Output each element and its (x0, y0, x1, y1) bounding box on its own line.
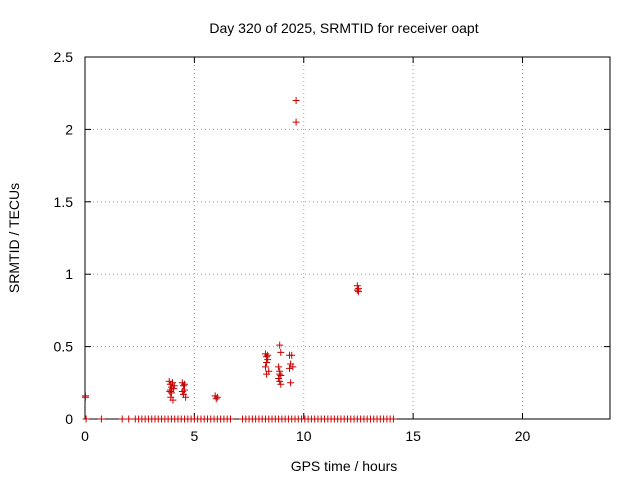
data-point-marker (118, 415, 126, 423)
data-point-marker (354, 288, 362, 296)
x-tick-label: 5 (190, 428, 198, 444)
data-point-marker (167, 389, 175, 397)
data-point-marker (353, 286, 361, 294)
y-tick-label: 2.5 (54, 49, 74, 65)
data-point-marker (292, 96, 300, 104)
x-tick-label: 0 (81, 428, 89, 444)
data-point-marker (82, 415, 90, 423)
data-point-marker (165, 377, 173, 385)
data-point-marker (169, 396, 177, 404)
data-point-marker (389, 415, 397, 423)
data-point-marker (287, 379, 295, 387)
data-point-marker (178, 387, 186, 395)
data-point-marker (276, 377, 284, 385)
data-point-marker (276, 341, 284, 349)
data-point-marker (125, 415, 133, 423)
data-point-marker (286, 364, 294, 372)
data-point-marker (275, 363, 283, 371)
y-tick-label: 0 (65, 411, 73, 427)
y-tick-label: 1 (65, 266, 73, 282)
data-point-marker (288, 351, 296, 359)
chart-title: Day 320 of 2025, SRMTID for receiver oap… (209, 20, 478, 36)
data-point-marker (166, 387, 174, 395)
x-tick-label: 15 (405, 428, 421, 444)
grid-lines (85, 57, 610, 419)
data-point-marker (213, 393, 221, 401)
axis-ticks (84, 56, 610, 420)
data-point-marker (182, 393, 190, 401)
data-point-marker (181, 380, 189, 388)
data-point-marker (292, 118, 300, 126)
data-point-marker (276, 370, 284, 378)
data-point-marker (169, 379, 176, 387)
data-point-marker (263, 370, 271, 378)
data-point-marker (226, 415, 234, 423)
x-tick-label: 20 (515, 428, 531, 444)
x-tick-label: 10 (296, 428, 312, 444)
data-point-marker (289, 363, 297, 371)
data-point-marker (277, 380, 285, 388)
y-tick-label: 1.5 (54, 194, 74, 210)
data-point-marker (261, 363, 269, 371)
data-points (81, 96, 397, 423)
plot-area-frame (84, 56, 611, 420)
x-axis-label: GPS time / hours (291, 458, 398, 474)
data-point-marker (170, 382, 178, 390)
data-point-marker (170, 385, 178, 393)
data-point-marker (212, 395, 220, 403)
data-point-marker (97, 415, 105, 423)
data-point-marker (264, 351, 272, 359)
y-axis-label: SRMTID / TECUs (6, 183, 22, 293)
y-tick-label: 0.5 (54, 339, 74, 355)
data-point-marker (275, 374, 283, 382)
data-point-marker (81, 393, 89, 401)
data-point-marker (179, 382, 187, 390)
data-point-marker (277, 348, 285, 356)
y-tick-label: 2 (65, 121, 73, 137)
data-point-marker (263, 359, 271, 367)
